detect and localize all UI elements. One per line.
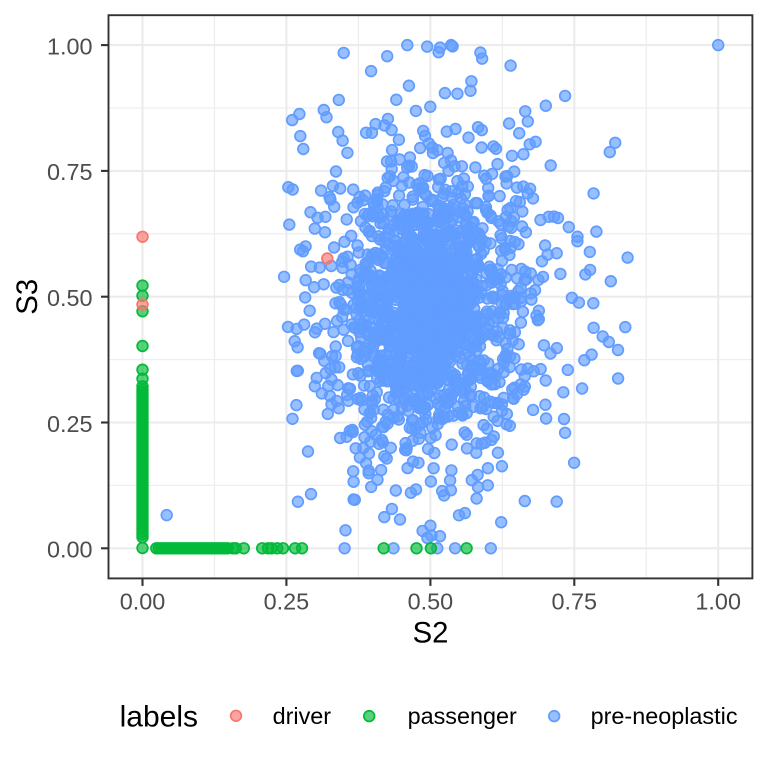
svg-text:passenger: passenger (408, 703, 517, 729)
svg-text:labels: labels (120, 700, 198, 733)
svg-text:0.00: 0.00 (47, 537, 93, 563)
svg-text:0.50: 0.50 (408, 589, 454, 615)
svg-text:driver: driver (273, 703, 332, 729)
svg-text:0.25: 0.25 (264, 589, 310, 615)
svg-text:1.00: 1.00 (47, 33, 93, 59)
svg-text:S3: S3 (11, 279, 44, 315)
svg-text:0.75: 0.75 (552, 589, 598, 615)
svg-text:0.50: 0.50 (47, 285, 93, 311)
svg-text:1.00: 1.00 (695, 589, 741, 615)
svg-text:0.00: 0.00 (120, 589, 166, 615)
svg-text:0.75: 0.75 (47, 159, 93, 185)
svg-text:S2: S2 (413, 616, 449, 649)
svg-text:pre-neoplastic: pre-neoplastic (591, 703, 738, 729)
svg-text:0.25: 0.25 (47, 411, 93, 437)
